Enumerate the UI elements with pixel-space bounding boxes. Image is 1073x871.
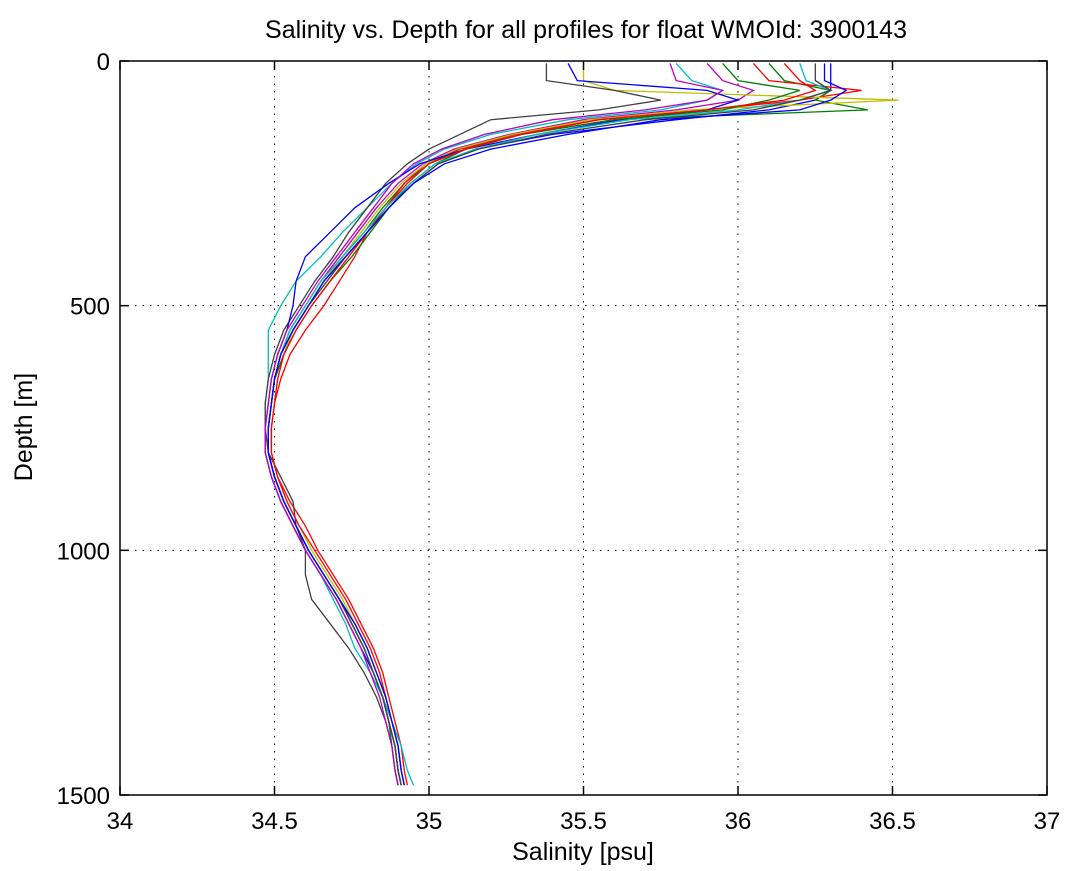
salinity-profile-line	[264, 63, 725, 786]
x-tick-label: 37	[1034, 808, 1061, 835]
salinity-profile-line	[270, 62, 862, 786]
y-tick-label: 1000	[57, 538, 110, 565]
x-tick-label: 35.5	[560, 808, 607, 835]
x-tick-label: 36.5	[869, 808, 916, 835]
salinity-profile-line	[270, 62, 817, 786]
plot-layer	[264, 62, 899, 786]
y-tick-label: 0	[97, 49, 110, 76]
x-tick-label: 35	[416, 808, 443, 835]
tick-layer: 34 34.5 35 35.5 36 36.5 37 0 500 1000 1500	[57, 49, 1061, 835]
x-tick-label: 34	[107, 808, 134, 835]
salinity-profile-line	[264, 63, 661, 786]
x-axis-label: Salinity [psu]	[512, 838, 654, 866]
chart-title: Salinity vs. Depth for all profiles for …	[265, 16, 907, 44]
y-tick-label: 1500	[57, 783, 110, 810]
x-tick-label: 36	[725, 808, 752, 835]
grid-layer	[120, 61, 1047, 795]
x-tick-label: 34.5	[251, 808, 298, 835]
y-tick-label: 500	[70, 294, 110, 321]
salinity-profile-line	[267, 63, 848, 786]
y-axis-label: Depth [m]	[10, 373, 38, 481]
